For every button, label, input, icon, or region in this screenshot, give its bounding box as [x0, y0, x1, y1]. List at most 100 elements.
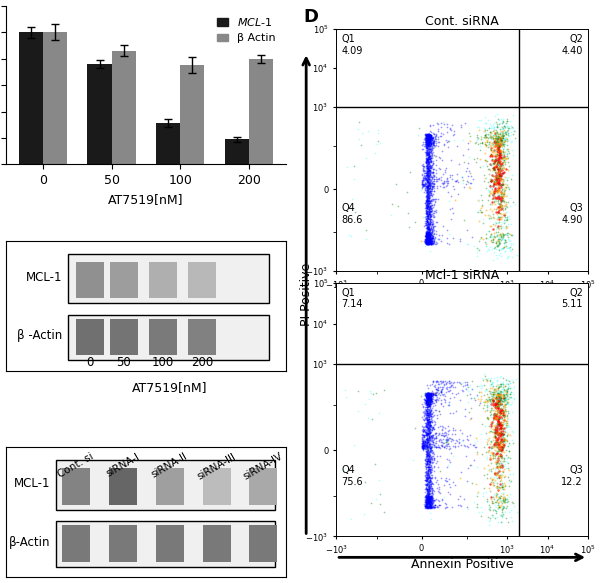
Point [428, 430, 437, 440]
Point [426, 136, 436, 146]
Point [427, 209, 437, 219]
Point [424, 135, 434, 145]
Point [422, 161, 431, 170]
Point [487, 427, 496, 436]
Point [489, 138, 499, 147]
Point [494, 141, 504, 150]
Point [422, 472, 431, 482]
Point [423, 134, 433, 143]
Point [422, 395, 431, 405]
Point [488, 159, 498, 168]
Point [422, 131, 432, 140]
Point [422, 437, 431, 447]
Point [494, 451, 504, 460]
Point [492, 448, 502, 458]
Point [373, 139, 382, 149]
Point [431, 439, 441, 448]
Point [495, 202, 505, 211]
Point [442, 226, 452, 235]
Point [495, 128, 505, 138]
Point [422, 441, 431, 450]
Point [479, 133, 488, 142]
Point [423, 451, 433, 460]
Point [424, 151, 433, 160]
Point [424, 146, 434, 156]
Point [494, 136, 504, 145]
Point [496, 114, 505, 124]
Point [499, 196, 508, 206]
Point [496, 476, 506, 485]
Point [425, 238, 434, 248]
Point [425, 390, 435, 399]
Point [432, 377, 442, 386]
Point [423, 143, 433, 153]
Point [424, 472, 434, 482]
Point [421, 467, 431, 476]
Point [418, 164, 428, 173]
Point [422, 136, 431, 146]
Point [455, 491, 465, 500]
Point [491, 172, 500, 181]
Point [425, 215, 435, 224]
Point [480, 156, 490, 165]
Point [428, 139, 438, 149]
Point [425, 391, 434, 401]
Point [427, 426, 437, 435]
Point [493, 237, 503, 246]
Point [423, 232, 433, 241]
Point [463, 163, 472, 173]
Point [484, 393, 493, 402]
Point [421, 211, 431, 220]
Point [482, 402, 492, 411]
Point [425, 482, 435, 491]
Point [425, 202, 434, 211]
Point [491, 168, 501, 177]
Point [493, 447, 503, 456]
Point [427, 134, 436, 143]
Point [493, 408, 503, 417]
Point [425, 390, 435, 399]
Point [496, 394, 505, 403]
Point [473, 244, 483, 254]
Point [361, 225, 370, 234]
Point [460, 441, 470, 451]
Point [419, 441, 428, 451]
Point [493, 421, 502, 430]
Point [502, 375, 511, 385]
Point [494, 429, 504, 438]
Point [430, 486, 439, 496]
Point [423, 500, 433, 509]
Point [419, 168, 429, 178]
Point [484, 215, 494, 224]
Point [422, 188, 432, 197]
Point [433, 413, 442, 422]
Bar [249, 59, 273, 164]
Point [494, 140, 503, 149]
Point [418, 177, 427, 187]
Point [427, 391, 436, 400]
Point [498, 141, 508, 150]
Point [418, 433, 428, 442]
Point [422, 196, 431, 206]
Point [423, 212, 433, 222]
Point [430, 503, 440, 512]
Point [504, 243, 514, 252]
Bar [149, 319, 176, 355]
Point [424, 489, 434, 498]
Point [425, 182, 434, 191]
Point [429, 171, 439, 180]
Point [499, 238, 509, 247]
Point [492, 176, 502, 185]
Point [424, 136, 433, 146]
Point [496, 460, 506, 469]
Point [494, 447, 504, 456]
Point [422, 138, 432, 147]
Point [420, 413, 430, 422]
Point [472, 248, 481, 257]
Point [427, 153, 437, 163]
Point [437, 384, 446, 394]
Point [423, 398, 433, 408]
Point [425, 196, 434, 205]
Point [503, 421, 513, 430]
Point [462, 380, 472, 389]
